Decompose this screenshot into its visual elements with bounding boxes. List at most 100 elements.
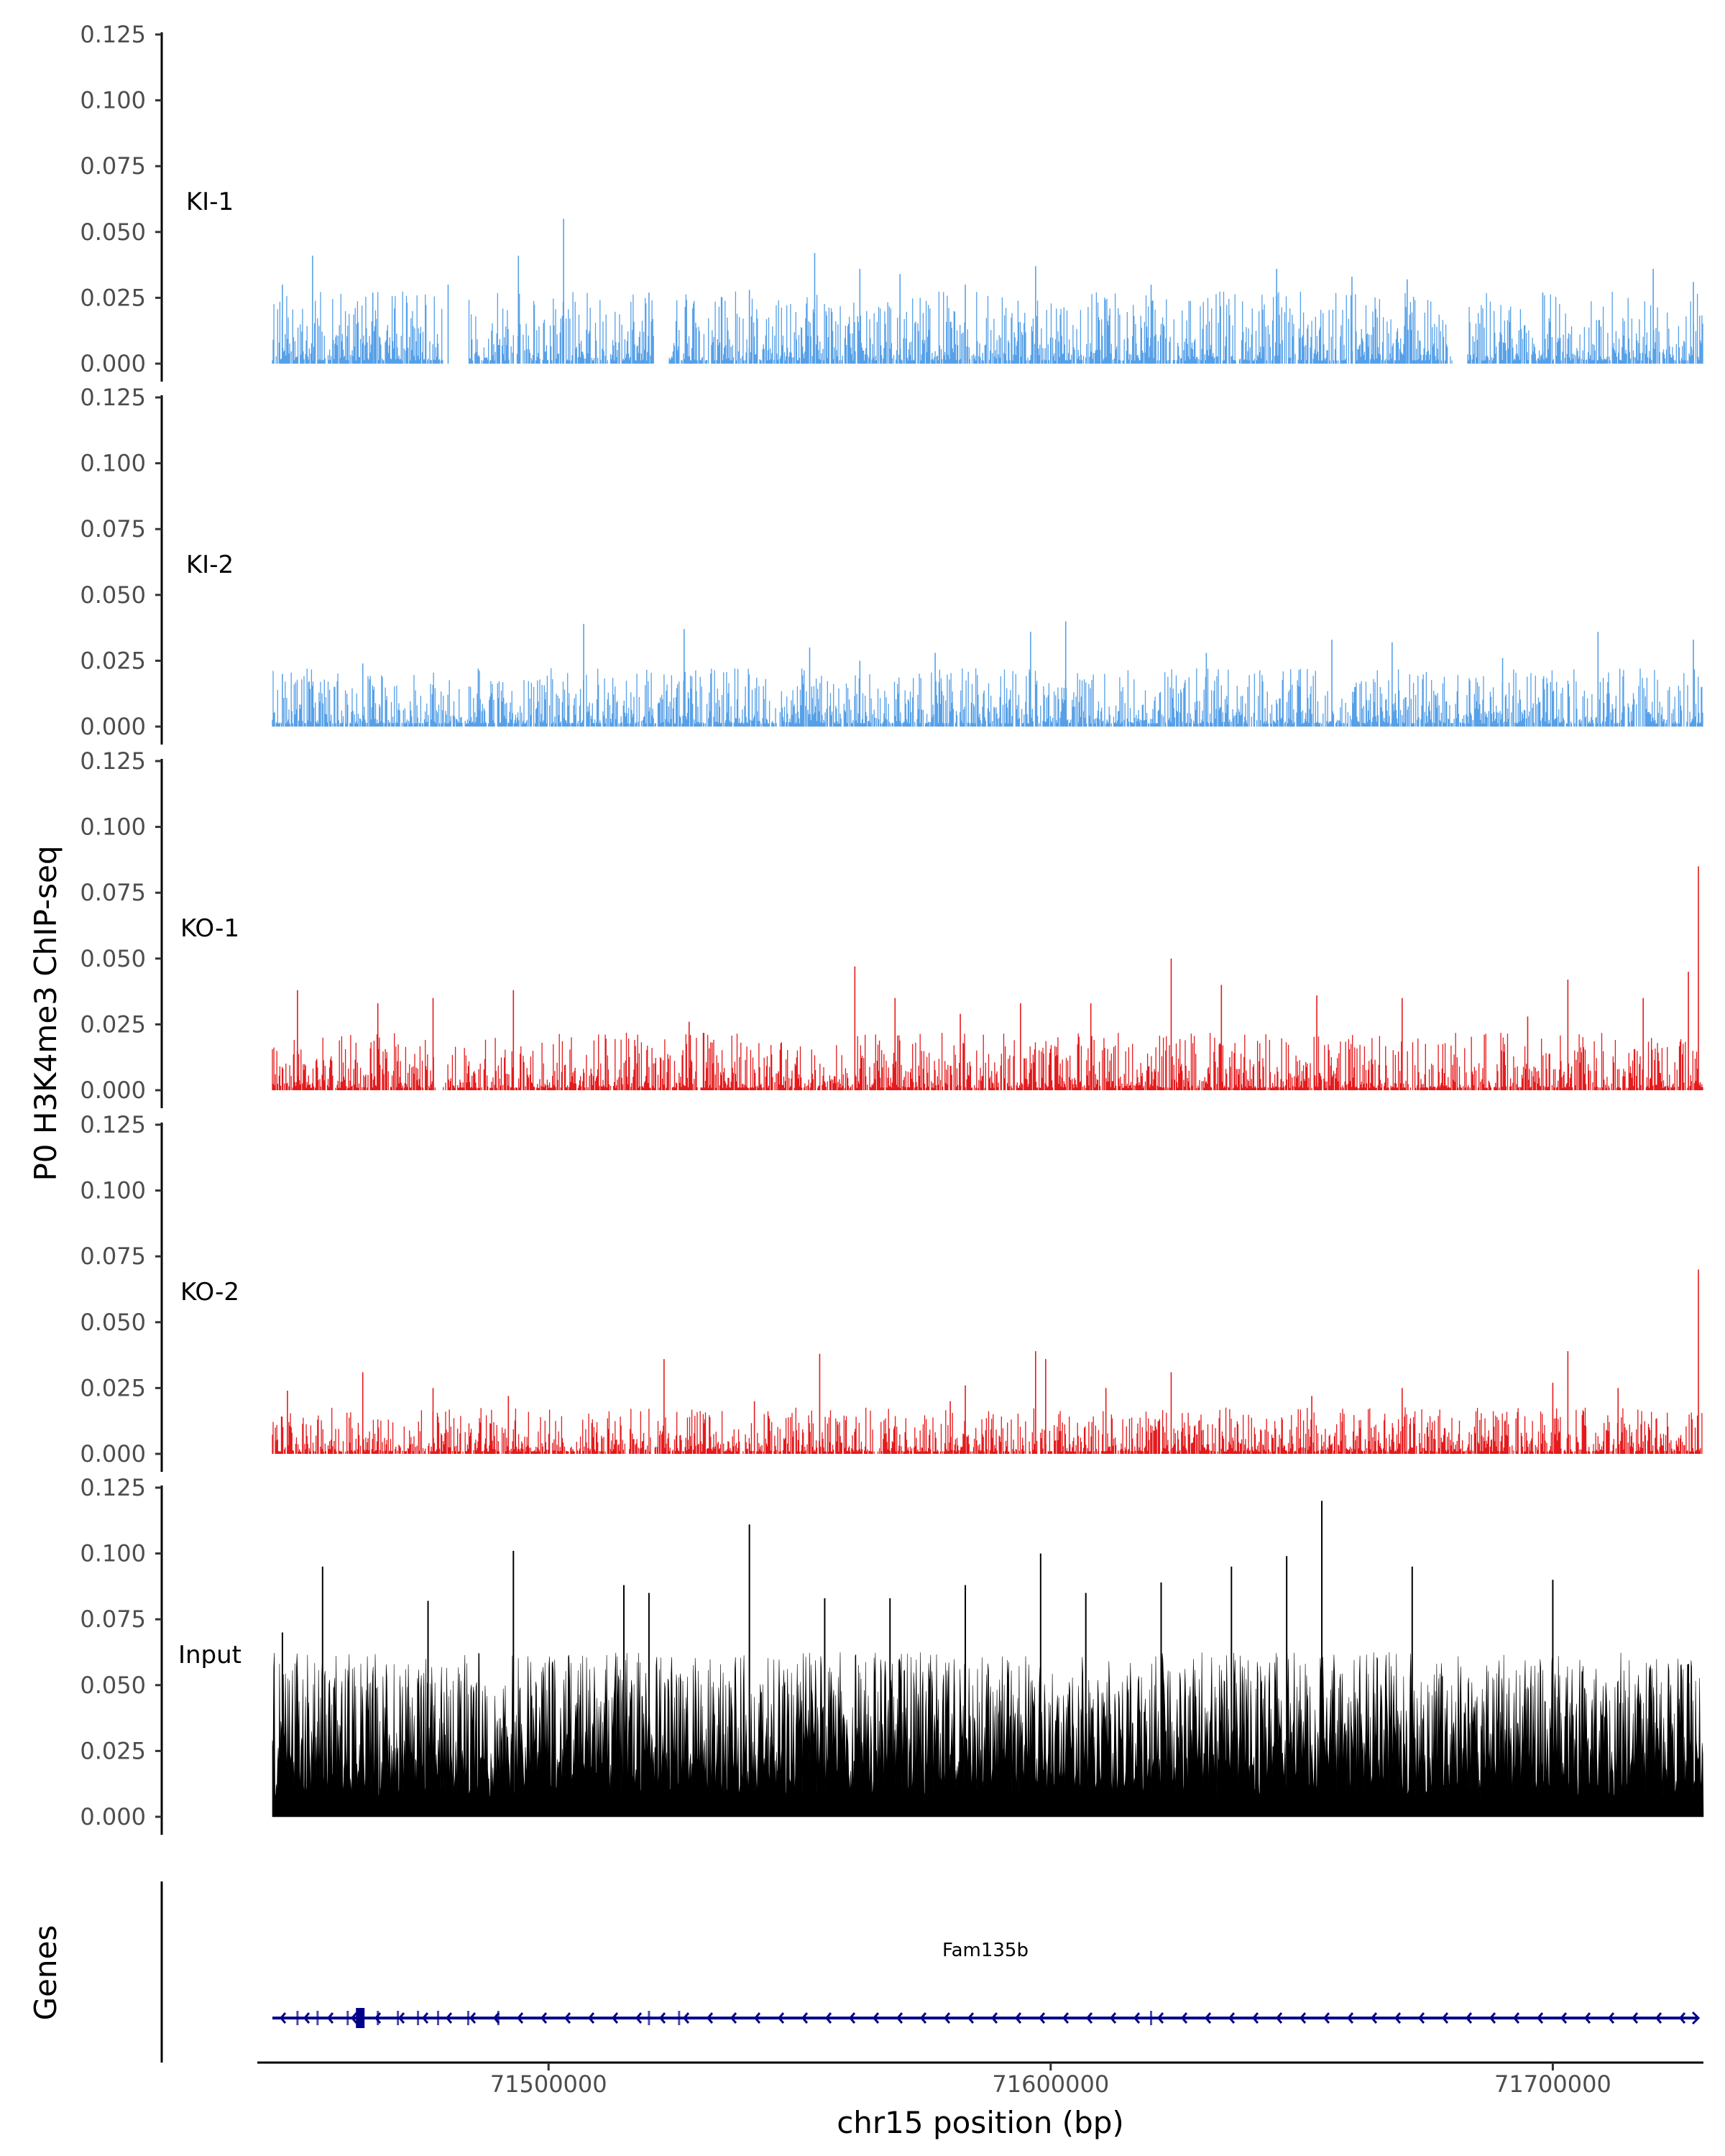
y-tick-label: 0.025 <box>80 1737 146 1764</box>
x-axis: 71500000 71600000 71700000 <box>257 2061 1703 2098</box>
track-label: KO-1 <box>180 914 239 943</box>
strand-arrow <box>1251 2012 1259 2024</box>
y-tick-label: 0.100 <box>80 1540 146 1567</box>
strand-arrow <box>421 2012 429 2024</box>
x-axis-title: chr15 position (bp) <box>837 2105 1124 2140</box>
strand-arrow <box>540 2012 548 2024</box>
signal-bars <box>272 1407 1703 1454</box>
track-label: Input <box>178 1641 242 1669</box>
strand-arrow <box>1014 2012 1022 2024</box>
y-tick-label: 0.025 <box>80 647 146 674</box>
track-label: KI-1 <box>186 188 234 216</box>
x-tick-label: 71700000 <box>1494 2070 1611 2098</box>
track-label: KO-2 <box>180 1278 239 1307</box>
x-tick-label: 71600000 <box>992 2070 1109 2098</box>
strand-arrow <box>1536 2012 1544 2024</box>
y-tick-label: 0.075 <box>80 1606 146 1633</box>
strand-arrow <box>1085 2012 1093 2024</box>
exon <box>356 2008 365 2028</box>
exon <box>648 2011 650 2025</box>
strand-arrow <box>635 2012 643 2024</box>
y-tick-label: 0.025 <box>80 1374 146 1401</box>
exon <box>316 2011 319 2025</box>
exon <box>1150 2011 1153 2025</box>
strand-arrow <box>1062 2012 1070 2024</box>
exon <box>437 2011 439 2025</box>
y-axis-title: P0 H3K4me3 ChIP-seq <box>28 845 63 1181</box>
y-tick-label: 0.075 <box>80 879 146 906</box>
genes-axis-title: Genes <box>28 1925 63 2021</box>
strand-arrow <box>516 2012 524 2024</box>
strand-arrow <box>350 2012 358 2024</box>
y-tick-label: 0.000 <box>80 1077 146 1104</box>
y-tick-label: 0.000 <box>80 1803 146 1830</box>
strand-arrow <box>1465 2012 1473 2024</box>
strand-arrow <box>1299 2012 1307 2024</box>
track-ko-1: 0.000 0.025 0.050 0.075 0.100 0.125 KO-1 <box>80 747 1703 1108</box>
strand-arrow <box>303 2012 310 2024</box>
track-ki-2: 0.000 0.025 0.050 0.075 0.100 0.125 KI-2 <box>80 384 1703 745</box>
exon <box>678 2011 681 2025</box>
strand-arrow <box>1394 2012 1402 2024</box>
strand-arrow <box>469 2012 477 2024</box>
y-tick-label: 0.050 <box>80 945 146 972</box>
exon <box>497 2011 500 2025</box>
strand-arrow <box>564 2012 571 2024</box>
strand-arrow <box>1204 2012 1212 2024</box>
strand-arrow <box>397 2012 405 2024</box>
strand-arrow <box>1180 2012 1188 2024</box>
y-tick-label: 0.050 <box>80 581 146 609</box>
strand-arrow <box>1631 2012 1639 2024</box>
y-tick-label: 0.050 <box>80 1309 146 1336</box>
strand-arrow <box>848 2012 856 2024</box>
x-tick-label: 71500000 <box>490 2070 607 2098</box>
y-tick-label: 0.100 <box>80 87 146 114</box>
strand-arrow <box>682 2012 690 2024</box>
y-tick-label: 0.025 <box>80 1010 146 1038</box>
strand-arrow <box>1417 2012 1425 2024</box>
strand-arrow <box>777 2012 785 2024</box>
exon <box>466 2011 469 2025</box>
strand-arrow <box>1322 2012 1330 2024</box>
strand-arrow <box>1228 2012 1236 2024</box>
strand-arrow <box>1678 2012 1686 2024</box>
y-tick-label: 0.000 <box>80 713 146 740</box>
strand-arrow <box>587 2012 595 2024</box>
strand-arrow <box>1109 2012 1117 2024</box>
track-ko-2: 0.000 0.025 0.050 0.075 0.100 0.125 KO-2 <box>80 1111 1703 1472</box>
y-tick-label: 0.000 <box>80 350 146 377</box>
y-tick-label: 0.100 <box>80 1177 146 1204</box>
strand-arrow <box>279 2012 287 2024</box>
strand-arrow <box>1607 2012 1615 2024</box>
gene-fam135b: Fam135b <box>272 1940 1701 2028</box>
exon <box>377 2011 380 2025</box>
signal-tracks: 0.000 0.025 0.050 0.075 0.100 0.125 KI-1 0.000 0… <box>80 21 1704 1835</box>
signal-bars <box>272 1033 1703 1090</box>
strand-arrow <box>706 2012 714 2024</box>
strand-arrow <box>967 2012 975 2024</box>
signal-bars <box>272 668 1703 727</box>
y-tick-label: 0.125 <box>80 1111 146 1138</box>
strand-arrow <box>1275 2012 1283 2024</box>
y-tick-label: 0.100 <box>80 814 146 841</box>
exon <box>296 2011 299 2025</box>
strand-arrow <box>1370 2012 1378 2024</box>
strand-arrow <box>1583 2012 1591 2024</box>
y-tick-label: 0.075 <box>80 515 146 543</box>
strand-arrow <box>1346 2012 1354 2024</box>
strand-arrow <box>1655 2012 1662 2024</box>
y-tick-label: 0.125 <box>80 384 146 411</box>
y-tick-label: 0.050 <box>80 1672 146 1699</box>
strand-arrow <box>1133 2012 1141 2024</box>
y-tick-label: 0.125 <box>80 1474 146 1501</box>
strand-arrow <box>824 2012 832 2024</box>
strand-arrow <box>326 2012 334 2024</box>
strand-arrow <box>1560 2012 1568 2024</box>
strand-arrow <box>896 2012 903 2024</box>
signal-bars <box>272 291 1703 364</box>
strand-arrow <box>730 2012 737 2024</box>
strand-arrow <box>445 2012 453 2024</box>
strand-arrow <box>872 2012 880 2024</box>
gene-label: Fam135b <box>942 1940 1029 1961</box>
